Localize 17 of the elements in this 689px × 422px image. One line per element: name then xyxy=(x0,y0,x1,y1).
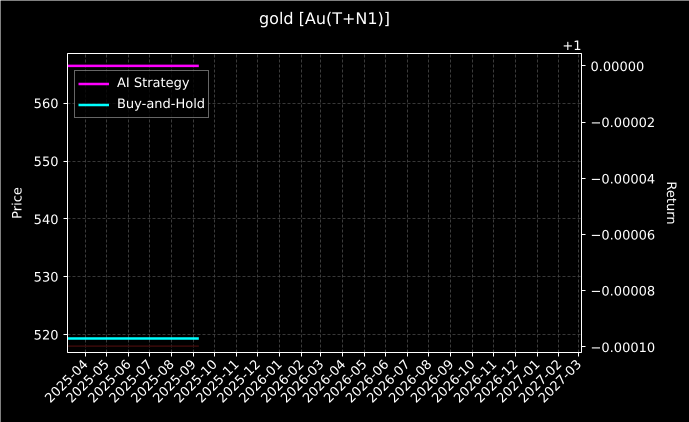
y-tick-label: 540 xyxy=(34,212,59,228)
chart-title: gold [Au(T+N1)] xyxy=(258,9,390,28)
legend-label: Buy-and-Hold xyxy=(117,96,206,114)
y2-tick-label: −0.00008 xyxy=(590,284,656,300)
y2-tick-label: −0.00006 xyxy=(590,228,656,244)
y2-tick-label: −0.00002 xyxy=(590,116,656,132)
y-axis-title: Price xyxy=(10,187,26,219)
y2-tick-label: −0.00004 xyxy=(590,172,656,188)
y2-tick-label: 0.00000 xyxy=(590,60,644,75)
y-tick-label: 560 xyxy=(34,97,59,112)
y-tick-label: 520 xyxy=(34,328,59,344)
legend-label: AI Strategy xyxy=(117,75,190,93)
y-tick-label: 530 xyxy=(34,270,59,286)
y2-tick-label: −0.00010 xyxy=(590,340,656,356)
y2-axis-title: Return xyxy=(663,181,678,225)
annotation: +1 xyxy=(562,39,582,54)
y-tick-label: 550 xyxy=(34,155,59,170)
